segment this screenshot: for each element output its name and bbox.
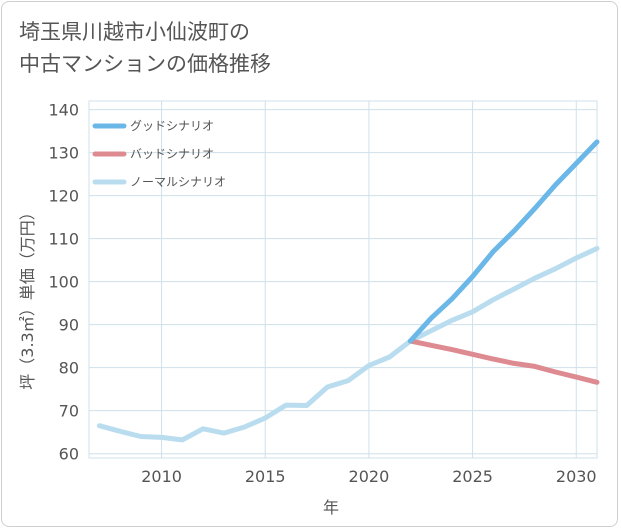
x-tick-label: 2010 (141, 467, 182, 486)
x-tick-label: 2030 (556, 467, 597, 486)
chart-title: 埼玉県川越市小仙波町の 中古マンションの価格推移 (19, 16, 439, 80)
x-tick-label: 2015 (245, 467, 286, 486)
good-scenario-line (407, 139, 600, 344)
y-tick-label: 60 (59, 445, 79, 464)
y-tick-labels: 60 70 80 90 100 110 120 130 140 (48, 101, 79, 464)
y-tick-label: 110 (48, 230, 79, 249)
y-tick-label: 80 (59, 359, 79, 378)
bad-scenario-legend-label: バッドシナリオ (130, 147, 214, 161)
y-tick-label: 100 (48, 273, 79, 292)
x-tick-labels: 2010 2015 2020 2025 2030 (141, 467, 596, 486)
history-line (96, 338, 413, 443)
y-tick-label: 120 (48, 187, 79, 206)
x-tick-label: 2020 (349, 467, 390, 486)
data-lines (96, 139, 600, 443)
y-tick-label: 140 (48, 101, 79, 120)
x-tick-label: 2025 (452, 467, 493, 486)
chart-title-line1: 埼玉県川越市小仙波町の (19, 20, 250, 44)
plot-area-border (88, 100, 598, 459)
y-tick-label: 90 (59, 316, 79, 335)
good-scenario-legend-label: グッドシナリオ (130, 119, 214, 133)
y-tick-label: 130 (48, 144, 79, 163)
chart-title-line2: 中古マンションの価格推移 (19, 52, 271, 76)
normal-scenario-line (407, 246, 600, 344)
y-tick-label: 70 (59, 402, 79, 421)
grid-lines (88, 100, 598, 459)
normal-scenario-legend-label: ノーマルシナリオ (130, 175, 226, 189)
x-axis-label: 年 (323, 498, 339, 517)
y-axis-label: 坪（3.3㎡）単価（万円） (18, 204, 37, 389)
bad-scenario-line (407, 338, 600, 385)
